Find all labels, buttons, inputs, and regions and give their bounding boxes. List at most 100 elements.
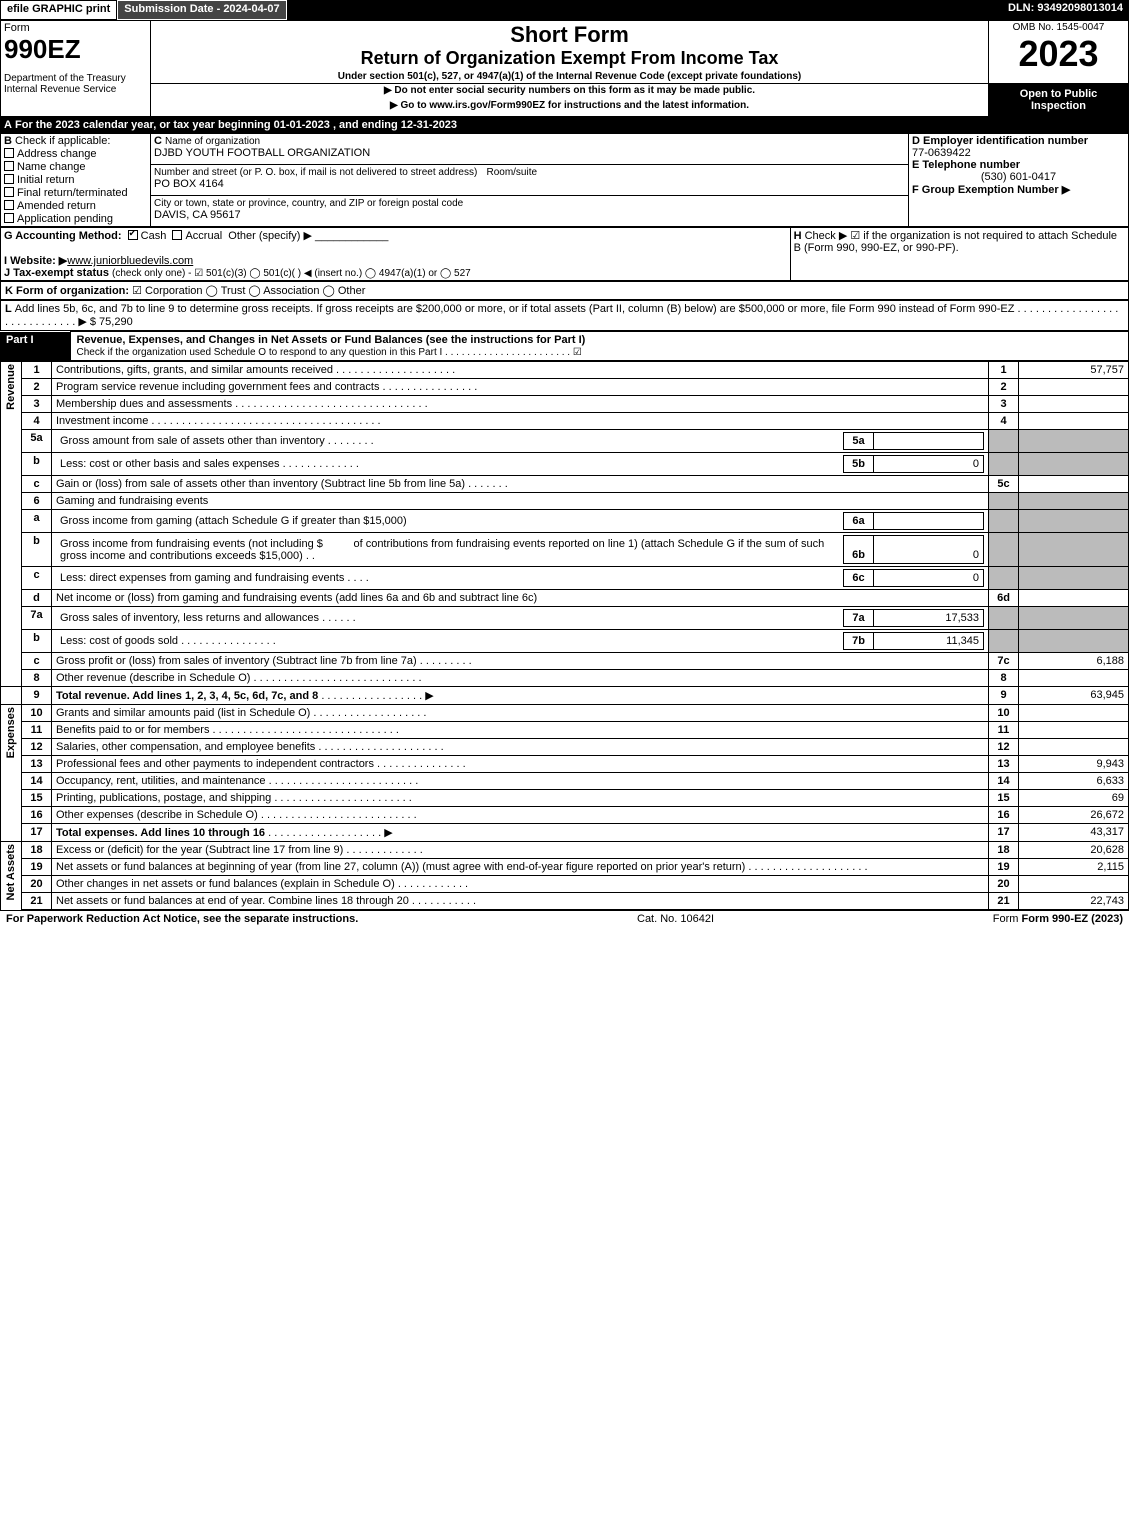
line-6c-subamt: 0 xyxy=(874,570,984,587)
part-i-heading: Revenue, Expenses, and Changes in Net As… xyxy=(77,334,586,346)
line-4-text: Investment income xyxy=(56,415,148,427)
application-pending-label: Application pending xyxy=(17,213,113,225)
form-footer-number: Form Form 990-EZ (2023) xyxy=(993,913,1123,925)
line-7b-text: Less: cost of goods sold xyxy=(60,635,178,647)
cat-number: Cat. No. 10642I xyxy=(637,913,714,925)
line-5c-text: Gain or (loss) from sale of assets other… xyxy=(56,478,465,490)
b-label: B xyxy=(4,135,12,147)
ein-label: D Employer identification number xyxy=(912,135,1088,147)
efile-print-button[interactable]: efile GRAPHIC print xyxy=(0,0,117,20)
line-6a-text: Gross income from gaming (attach Schedul… xyxy=(60,515,407,527)
form-number: 990EZ xyxy=(4,34,147,65)
h-text: Check ▶ ☑ if the organization is not req… xyxy=(794,230,1117,254)
line-9-text: Total revenue. Add lines 1, 2, 3, 4, 5c,… xyxy=(56,690,318,702)
line-6c-text: Less: direct expenses from gaming and fu… xyxy=(60,572,344,584)
line-15-amt: 69 xyxy=(1019,790,1129,807)
dln-label: DLN: 93492098013014 xyxy=(1002,0,1129,20)
c-label: C xyxy=(154,135,162,147)
group-exemption-label: F Group Exemption Number ▶ xyxy=(912,184,1070,196)
website-label: I Website: ▶ xyxy=(4,255,67,267)
line-k: K Form of organization: ☑ Corporation ◯ … xyxy=(0,281,1129,300)
city-value: DAVIS, CA 95617 xyxy=(154,209,241,221)
line-21-amt: 22,743 xyxy=(1019,893,1129,910)
line-7c-amt: 6,188 xyxy=(1019,653,1129,670)
part-i-check-o: Check if the organization used Schedule … xyxy=(77,347,582,358)
tax-exempt-label: J Tax-exempt status xyxy=(4,267,109,279)
open-inspection-box: Open to Public Inspection xyxy=(989,84,1129,117)
address-change-label: Address change xyxy=(17,148,97,160)
line-7a-subamt: 17,533 xyxy=(874,610,984,627)
line-19-text: Net assets or fund balances at beginning… xyxy=(56,861,745,873)
line-1-text: Contributions, gifts, grants, and simila… xyxy=(56,364,333,376)
accrual-label: Accrual xyxy=(185,230,222,242)
cash-checkbox[interactable] xyxy=(128,230,138,240)
accrual-checkbox[interactable] xyxy=(172,230,182,240)
check-if-label: Check if applicable: xyxy=(15,135,110,147)
line-18-amt: 20,628 xyxy=(1019,842,1129,859)
part-i-label: Part I xyxy=(0,332,70,361)
return-title: Return of Organization Exempt From Incom… xyxy=(154,48,985,69)
phone-value: (530) 601-0417 xyxy=(912,171,1125,183)
line-l: L Add lines 5b, 6c, and 7b to line 9 to … xyxy=(0,300,1129,331)
name-change-checkbox[interactable] xyxy=(4,161,14,171)
no-ssn-warning: ▶ Do not enter social security numbers o… xyxy=(154,85,985,96)
netassets-section-label: Net Assets xyxy=(5,844,17,900)
address-change-checkbox[interactable] xyxy=(4,148,14,158)
line-a: A For the 2023 calendar year, or tax yea… xyxy=(0,117,1129,133)
line-14-amt: 6,633 xyxy=(1019,773,1129,790)
revenue-section-label: Revenue xyxy=(5,364,17,410)
line-1-col: 1 xyxy=(989,362,1019,379)
line-3-text: Membership dues and assessments xyxy=(56,398,232,410)
line-6b-subamt: 0 xyxy=(874,536,984,564)
page-footer: For Paperwork Reduction Act Notice, see … xyxy=(0,910,1129,927)
amended-return-label: Amended return xyxy=(17,200,96,212)
form-header: Form 990EZ Department of the Treasury In… xyxy=(0,20,1129,117)
line-17-amt: 43,317 xyxy=(1019,824,1129,842)
line-19-amt: 2,115 xyxy=(1019,859,1129,876)
org-name: DJBD YOUTH FOOTBALL ORGANIZATION xyxy=(154,147,370,159)
final-return-checkbox[interactable] xyxy=(4,187,14,197)
part-i-table: Revenue 1 Contributions, gifts, grants, a… xyxy=(0,361,1129,910)
line-5b-subamt: 0 xyxy=(874,456,984,473)
line-6-text: Gaming and fundraising events xyxy=(52,493,989,510)
line-9-amt: 63,945 xyxy=(1019,687,1129,705)
line-8-text: Other revenue (describe in Schedule O) xyxy=(56,672,250,684)
line-10-text: Grants and similar amounts paid (list in… xyxy=(56,707,310,719)
pra-notice: For Paperwork Reduction Act Notice, see … xyxy=(6,913,358,925)
initial-return-checkbox[interactable] xyxy=(4,174,14,184)
tax-year: 2023 xyxy=(992,33,1125,75)
arrow-icon: ▶ xyxy=(425,690,433,702)
line-16-amt: 26,672 xyxy=(1019,807,1129,824)
line-18-text: Excess or (deficit) for the year (Subtra… xyxy=(56,844,343,856)
form-label: Form xyxy=(4,22,147,34)
accounting-method-label: G Accounting Method: xyxy=(4,230,122,242)
application-pending-checkbox[interactable] xyxy=(4,213,14,223)
phone-label: E Telephone number xyxy=(912,159,1020,171)
submission-date-label: Submission Date - 2024-04-07 xyxy=(117,0,286,20)
website-link[interactable]: www.juniorbluedevils.com xyxy=(67,255,193,267)
under-section: Under section 501(c), 527, or 4947(a)(1)… xyxy=(154,71,985,82)
dept-label: Department of the Treasury Internal Reve… xyxy=(4,73,147,95)
entity-info-table: B Check if applicable: Address change Na… xyxy=(0,133,1129,227)
line-12-text: Salaries, other compensation, and employ… xyxy=(56,741,315,753)
city-label: City or town, state or province, country… xyxy=(154,198,463,209)
omb-number: OMB No. 1545-0047 xyxy=(992,22,1125,33)
room-label: Room/suite xyxy=(486,167,537,178)
street-value: PO BOX 4164 xyxy=(154,178,224,190)
final-return-label: Final return/terminated xyxy=(17,187,128,199)
line-7b-subamt: 11,345 xyxy=(874,633,984,650)
line-17-text: Total expenses. Add lines 10 through 16 xyxy=(56,827,265,839)
line-1-amt: 57,757 xyxy=(1019,362,1129,379)
line-6d-text: Net income or (loss) from gaming and fun… xyxy=(52,590,989,607)
line-14-text: Occupancy, rent, utilities, and maintena… xyxy=(56,775,266,787)
street-label: Number and street (or P. O. box, if mail… xyxy=(154,167,477,178)
line-21-text: Net assets or fund balances at end of ye… xyxy=(56,895,409,907)
amended-return-checkbox[interactable] xyxy=(4,200,14,210)
org-name-label: Name of organization xyxy=(165,136,260,147)
goto-link[interactable]: ▶ Go to www.irs.gov/Form990EZ for instru… xyxy=(154,100,985,111)
initial-return-label: Initial return xyxy=(17,174,74,186)
line-6b-text: Gross income from fundraising events (no… xyxy=(60,538,323,550)
line-7a-text: Gross sales of inventory, less returns a… xyxy=(60,612,319,624)
line-11-text: Benefits paid to or for members xyxy=(56,724,209,736)
short-form-title: Short Form xyxy=(154,22,985,48)
